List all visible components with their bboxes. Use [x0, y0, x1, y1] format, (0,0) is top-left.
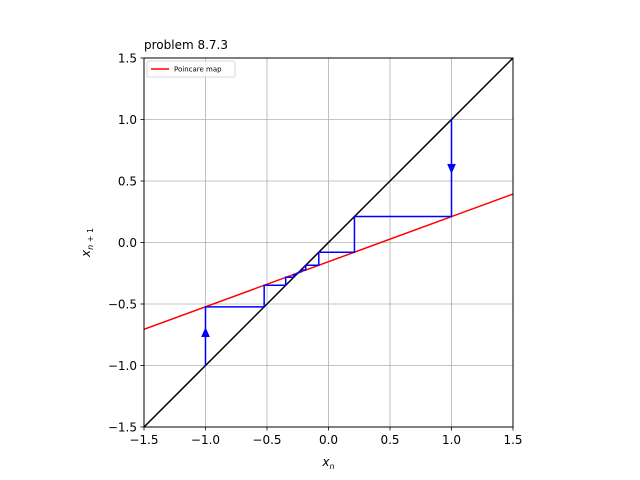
legend-box [146, 60, 236, 78]
y-axis-ticks: −1.5 −1.0 −0.5 0.0 0.5 1.0 1.5 [108, 51, 144, 434]
x-tick-label: −0.5 [252, 433, 281, 447]
legend-label-poincare-map: Poincare map [174, 66, 222, 74]
y-tick-label: −1.5 [108, 420, 137, 434]
x-axis-label: xn [321, 455, 334, 471]
x-axis-ticks: −1.5 −1.0 −0.5 0.0 0.5 1.0 1.5 [129, 427, 523, 447]
y-tick-label: 1.5 [118, 51, 137, 65]
y-axis-label-subscript: n + 1 [86, 228, 95, 250]
y-axis-label: xn + 1 [79, 228, 95, 258]
y-tick-label: 1.0 [118, 113, 137, 127]
arrow-head-down [447, 163, 456, 174]
y-tick-label: 0.0 [118, 236, 137, 250]
x-axis-label-subscript: n [330, 462, 335, 471]
x-tick-label: 1.0 [442, 433, 461, 447]
arrow-layer [201, 163, 456, 338]
series-cobweb-from-upper [298, 119, 453, 274]
y-axis-label-base: x [79, 249, 93, 258]
arrow-head-up [201, 327, 210, 338]
y-tick-label: 0.5 [118, 174, 137, 188]
chart-title: problem 8.7.3 [144, 38, 228, 52]
series-cobweb-from-lower [204, 272, 298, 366]
y-tick-label: −1.0 [108, 359, 137, 373]
x-axis-label-base: x [321, 455, 330, 469]
series-layer [144, 58, 513, 427]
x-tick-label: 1.5 [503, 433, 522, 447]
x-tick-label: −1.0 [191, 433, 220, 447]
y-tick-label: −0.5 [108, 297, 137, 311]
legend: Poincare map [146, 60, 236, 78]
x-tick-label: −1.5 [129, 433, 158, 447]
x-tick-label: 0.5 [380, 433, 399, 447]
x-tick-label: 0.0 [319, 433, 338, 447]
